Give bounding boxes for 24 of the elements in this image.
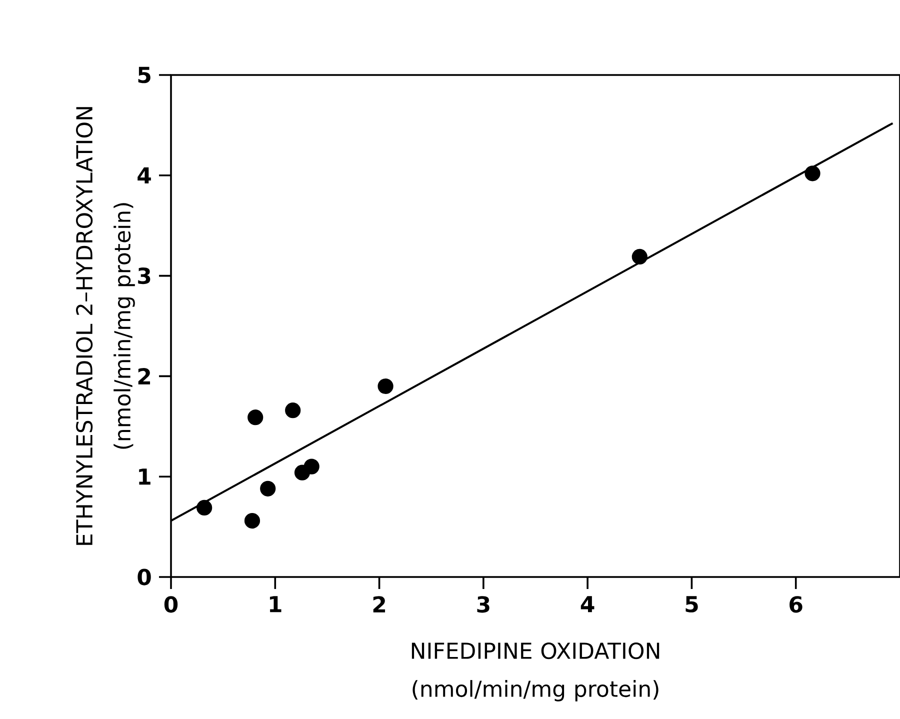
y-tick-label: 5 <box>138 66 150 84</box>
x-tick-label: 5 <box>686 596 698 612</box>
x-tick-label: 6 <box>790 596 802 613</box>
x-tick-label: 2 <box>373 596 386 612</box>
point <box>260 480 276 496</box>
y-tick-label: 3 <box>138 267 150 284</box>
x-tick-label: 0 <box>164 596 178 613</box>
x-tick-label: 1 <box>270 596 282 612</box>
point <box>248 410 264 426</box>
x-axis-title: NIFEDIPINE OXIDATION (nmol/min/mg protein) <box>412 642 660 702</box>
point <box>804 166 820 182</box>
y-axis-title: ETHYNYLESTRADIOL 2–HYDROXYLATION (nmol/min/mg protein) <box>76 107 135 545</box>
point <box>244 512 260 529</box>
y-tick-label: 4 <box>138 167 151 184</box>
y-tick-label: 2 <box>138 368 150 384</box>
y-tick-label: 0 <box>138 568 151 586</box>
point <box>196 500 212 516</box>
x-tick-label: 3 <box>477 596 490 613</box>
y-tick-label: 1 <box>139 468 150 485</box>
point <box>632 248 648 265</box>
x-tick-label: 4 <box>580 596 594 612</box>
point <box>285 402 301 418</box>
point <box>304 458 320 474</box>
point <box>378 378 394 394</box>
